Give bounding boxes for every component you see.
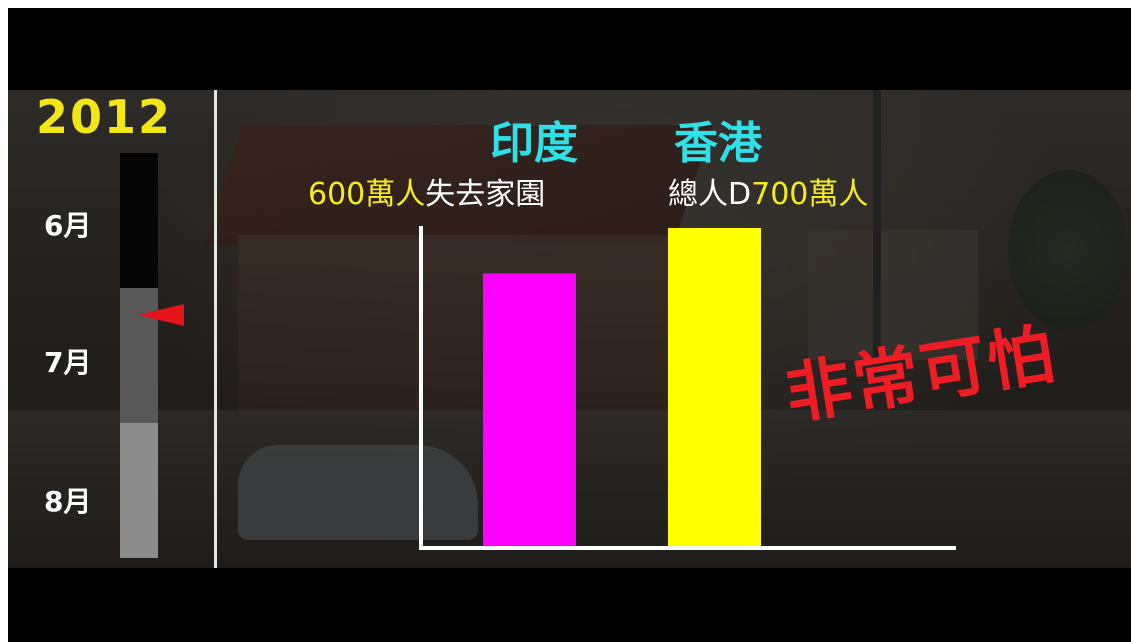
bar-chart: 印度 香港 600萬人失去家園 總人D700萬人 [308, 118, 956, 550]
timeline-segment-august [120, 423, 158, 558]
bar-hong-kong [668, 228, 761, 546]
annotation-india-text: 失去家園 [425, 177, 545, 212]
annotation-hong-kong: 總人D700萬人 [668, 177, 868, 212]
annotation-india-value: 600萬人 [308, 177, 425, 212]
annotation-hong-kong-value: 700萬人 [751, 177, 868, 212]
annotation-hong-kong-text: 總人D [668, 177, 751, 212]
annotation-india: 600萬人失去家園 [308, 177, 545, 212]
category-label-india: 印度 [490, 118, 578, 169]
month-label-july: 7月 [44, 346, 92, 379]
month-label-august: 8月 [44, 485, 92, 518]
timeline-segment-june [120, 153, 158, 288]
video-frame: 2012 6月 7月 8月 印度 香港 600萬人失去家園 總人D700萬人 非常可怕 [8, 8, 1131, 642]
category-label-hong-kong: 香港 [674, 118, 763, 169]
year-label: 2012 [36, 90, 173, 144]
divider [214, 90, 217, 568]
bar-india [483, 273, 576, 546]
timeline-marker-icon [138, 304, 184, 326]
month-label-june: 6月 [44, 209, 92, 242]
